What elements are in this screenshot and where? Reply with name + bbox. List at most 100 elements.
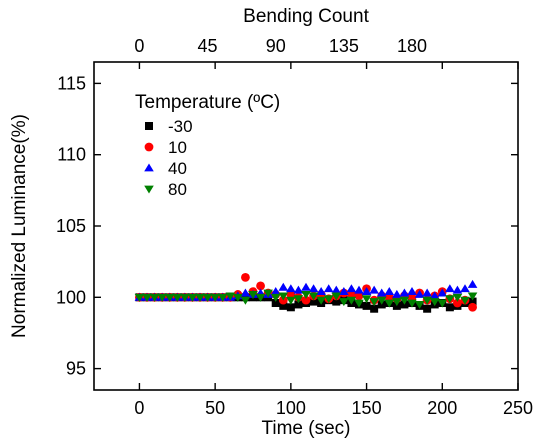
data-point xyxy=(241,272,250,282)
data-point xyxy=(270,293,281,302)
legend-label: -30 xyxy=(168,117,193,136)
data-point xyxy=(142,293,152,302)
legend-label: 10 xyxy=(168,138,187,157)
data-point xyxy=(399,296,410,305)
data-point xyxy=(452,293,463,302)
y-tick-label: 110 xyxy=(57,145,86,165)
data-point xyxy=(149,293,160,302)
data-point xyxy=(286,290,296,299)
data-point xyxy=(392,298,402,307)
x-tick-label: 100 xyxy=(276,398,306,418)
data-point xyxy=(346,296,357,305)
data-point xyxy=(301,291,311,300)
legend: Temperature (ºC) -30 10 40 80 xyxy=(135,92,280,199)
y-tick-label: 95 xyxy=(66,359,86,379)
data-point xyxy=(437,299,448,308)
data-point xyxy=(240,288,251,297)
data-point xyxy=(354,285,364,294)
x2-tick-label: 45 xyxy=(198,36,218,56)
x-tick-label: 0 xyxy=(134,398,144,418)
y-axis-title: Normalized Luminance(%) xyxy=(9,114,30,338)
data-point xyxy=(195,293,205,302)
data-point xyxy=(422,296,432,305)
data-point xyxy=(316,287,326,296)
data-point xyxy=(256,281,265,291)
legend-marker xyxy=(144,185,154,194)
data-point xyxy=(445,295,455,304)
x-tick-label: 200 xyxy=(427,398,457,418)
data-point xyxy=(445,303,454,312)
data-point xyxy=(331,285,342,294)
data-point xyxy=(286,284,296,293)
data-point xyxy=(172,293,183,302)
data-point xyxy=(248,291,258,300)
data-point xyxy=(414,289,425,298)
data-point xyxy=(384,299,395,308)
data-point xyxy=(384,292,394,302)
x2-tick-label: 180 xyxy=(397,36,427,56)
data-point xyxy=(233,293,243,302)
x2-tick-label: 90 xyxy=(266,36,286,56)
data-point xyxy=(270,287,281,296)
data-point xyxy=(225,292,236,301)
data-point xyxy=(369,298,379,307)
data-point xyxy=(414,301,425,309)
series-80 xyxy=(134,289,478,309)
legend-marker xyxy=(145,122,153,130)
data-point xyxy=(361,295,372,304)
legend-title: Temperature (ºC) xyxy=(135,92,280,113)
data-point xyxy=(286,296,296,305)
data-point xyxy=(308,292,319,301)
data-point xyxy=(286,303,295,312)
data-point xyxy=(180,293,190,302)
data-point xyxy=(407,287,417,296)
data-point xyxy=(210,293,220,302)
data-point xyxy=(271,299,280,308)
data-point xyxy=(217,293,228,302)
data-point xyxy=(202,293,213,302)
data-point xyxy=(346,284,357,293)
data-point xyxy=(316,296,326,305)
data-point xyxy=(240,296,251,305)
data-point xyxy=(354,299,364,308)
data-point xyxy=(376,288,387,297)
data-point xyxy=(370,304,379,313)
data-point xyxy=(279,301,288,310)
legend-marker xyxy=(144,163,154,172)
data-point xyxy=(384,287,395,296)
data-point xyxy=(376,296,387,305)
x-tick-label: 50 xyxy=(205,398,225,418)
y-tick-label: 105 xyxy=(56,216,86,236)
data-point xyxy=(278,282,289,291)
data-point xyxy=(347,290,356,299)
data-point xyxy=(445,284,455,293)
data-point xyxy=(392,289,402,298)
data-point xyxy=(453,298,462,308)
data-point xyxy=(332,297,341,306)
data-point xyxy=(294,300,303,309)
data-point xyxy=(362,301,371,310)
data-point xyxy=(278,292,289,301)
y-tick-label: 100 xyxy=(56,287,86,307)
data-point xyxy=(339,298,349,307)
data-point xyxy=(422,288,432,297)
data-point xyxy=(467,279,478,288)
data-point xyxy=(361,287,372,296)
legend-marker xyxy=(144,142,154,152)
data-point xyxy=(407,299,417,308)
data-point xyxy=(423,304,432,313)
data-point xyxy=(187,293,198,302)
ticks-layer: 0 50 100 150 200 250 0 45 90 135 180 95 100 105 110 115 xyxy=(56,36,533,418)
data-point xyxy=(134,293,145,302)
data-point xyxy=(339,287,349,296)
x2-tick-label: 0 xyxy=(134,36,144,56)
data-point xyxy=(429,291,440,300)
legend-label: 40 xyxy=(168,159,187,178)
data-point xyxy=(429,298,440,307)
x2-tick-label: 135 xyxy=(329,36,359,56)
data-point xyxy=(468,297,477,306)
legend-label: 80 xyxy=(168,180,187,199)
data-point xyxy=(255,293,266,302)
